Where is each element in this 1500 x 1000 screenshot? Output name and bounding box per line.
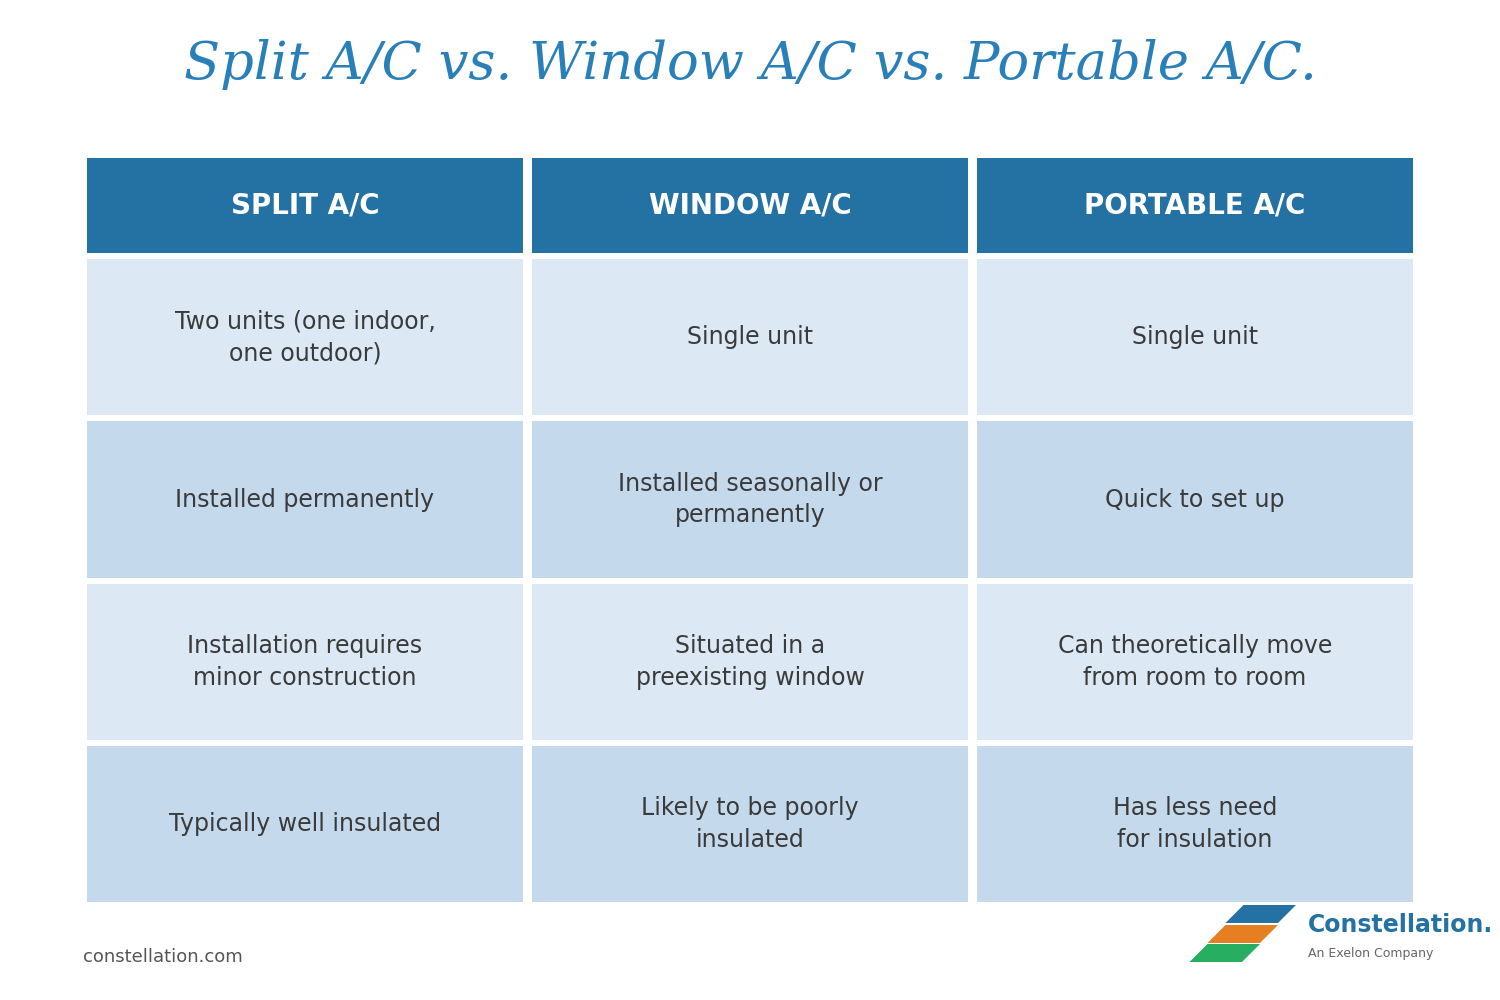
FancyBboxPatch shape <box>976 584 1413 740</box>
FancyBboxPatch shape <box>87 158 524 253</box>
Text: Constellation.: Constellation. <box>1308 913 1494 937</box>
FancyBboxPatch shape <box>532 746 968 902</box>
FancyBboxPatch shape <box>87 421 524 578</box>
Text: Has less need
for insulation: Has less need for insulation <box>1113 796 1276 852</box>
FancyBboxPatch shape <box>532 158 968 253</box>
FancyBboxPatch shape <box>82 155 1417 905</box>
FancyBboxPatch shape <box>532 584 968 740</box>
Text: Single unit: Single unit <box>1132 325 1258 349</box>
FancyBboxPatch shape <box>532 259 968 415</box>
Text: PORTABLE A/C: PORTABLE A/C <box>1084 192 1305 220</box>
FancyBboxPatch shape <box>87 584 524 740</box>
Polygon shape <box>1190 944 1260 962</box>
Text: WINDOW A/C: WINDOW A/C <box>648 192 852 220</box>
Text: Installed seasonally or
permanently: Installed seasonally or permanently <box>618 472 882 527</box>
Text: Likely to be poorly
insulated: Likely to be poorly insulated <box>640 796 860 852</box>
FancyBboxPatch shape <box>976 158 1413 253</box>
Polygon shape <box>1208 925 1278 943</box>
FancyBboxPatch shape <box>976 259 1413 415</box>
FancyBboxPatch shape <box>532 421 968 578</box>
FancyBboxPatch shape <box>87 746 524 902</box>
Text: Two units (one indoor,
one outdoor): Two units (one indoor, one outdoor) <box>174 310 435 365</box>
Text: SPLIT A/C: SPLIT A/C <box>231 192 380 220</box>
Text: Quick to set up: Quick to set up <box>1106 488 1284 512</box>
FancyBboxPatch shape <box>976 746 1413 902</box>
Text: constellation.com: constellation.com <box>82 948 243 966</box>
Text: An Exelon Company: An Exelon Company <box>1308 947 1434 960</box>
Text: Installation requires
minor construction: Installation requires minor construction <box>188 634 423 690</box>
Text: Split A/C vs. Window A/C vs. Portable A/C.: Split A/C vs. Window A/C vs. Portable A/… <box>183 39 1317 91</box>
FancyBboxPatch shape <box>87 259 524 415</box>
Polygon shape <box>1226 905 1296 923</box>
FancyBboxPatch shape <box>976 421 1413 578</box>
Text: Single unit: Single unit <box>687 325 813 349</box>
Text: Can theoretically move
from room to room: Can theoretically move from room to room <box>1058 634 1332 690</box>
Text: Situated in a
preexisting window: Situated in a preexisting window <box>636 634 864 690</box>
Text: Typically well insulated: Typically well insulated <box>170 812 441 836</box>
Text: Installed permanently: Installed permanently <box>176 488 435 512</box>
